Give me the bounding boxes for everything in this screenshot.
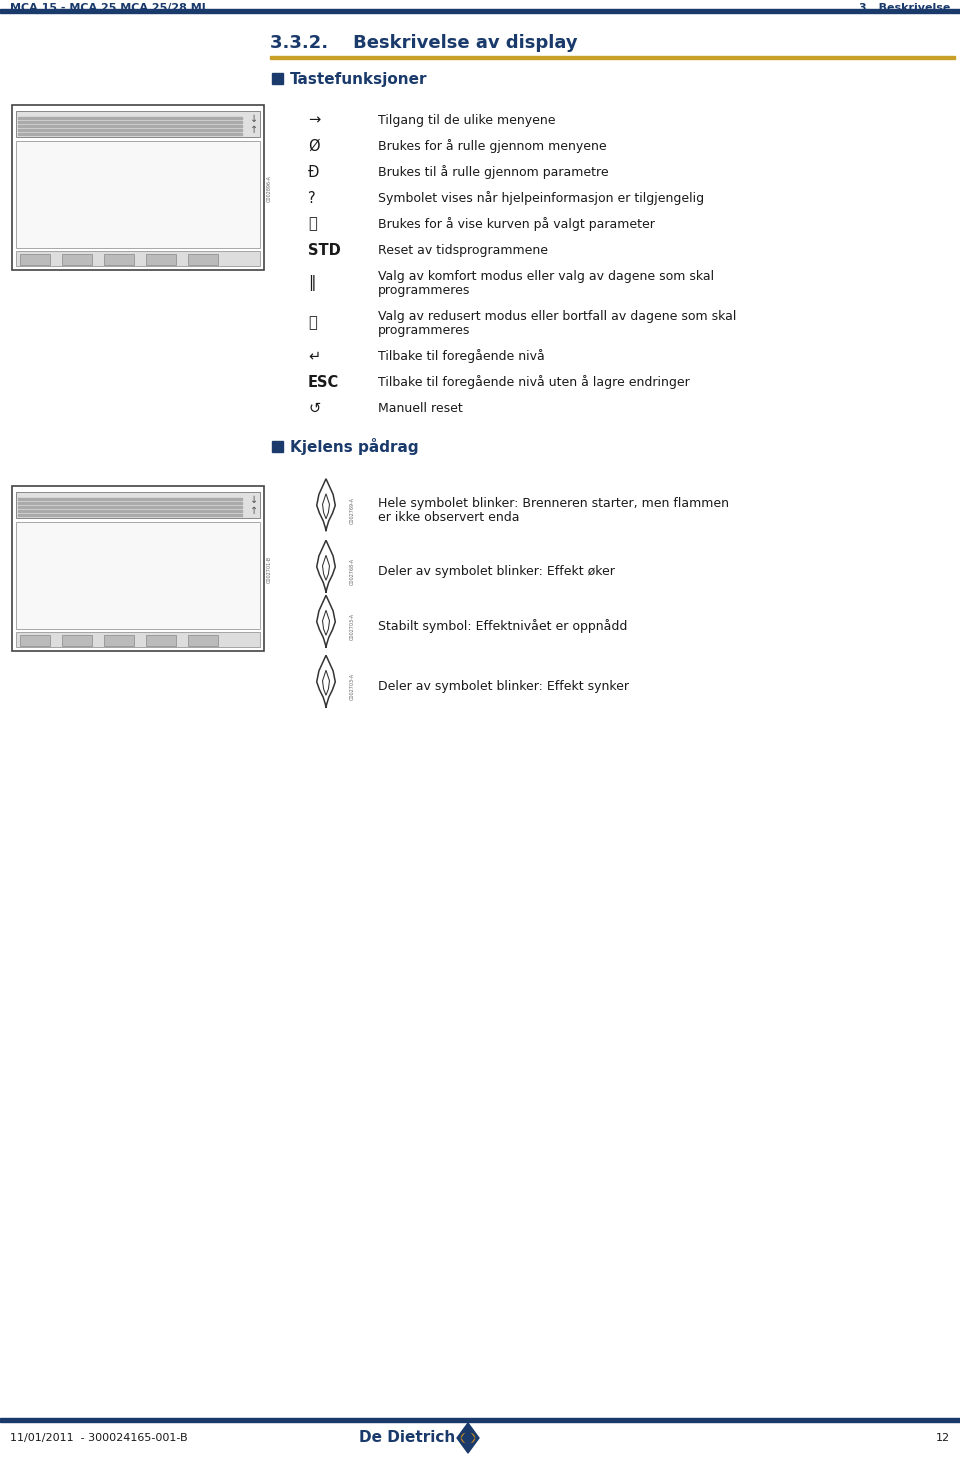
Bar — [18, 125, 242, 127]
Text: Reset av tidsprogrammene: Reset av tidsprogrammene — [378, 243, 548, 257]
Text: Brukes for å vise kurven på valgt parameter: Brukes for å vise kurven på valgt parame… — [378, 217, 655, 230]
Text: Valg av redusert modus eller bortfall av dagene som skal: Valg av redusert modus eller bortfall av… — [378, 309, 736, 322]
Bar — [18, 121, 242, 122]
Bar — [16, 491, 260, 518]
Bar — [62, 636, 92, 646]
Bar — [270, 55, 955, 58]
Text: ↺: ↺ — [308, 401, 321, 416]
Text: ?: ? — [308, 191, 316, 206]
Text: ⦀: ⦀ — [308, 315, 317, 331]
Bar — [104, 636, 134, 646]
Bar — [146, 636, 176, 646]
Text: ↑: ↑ — [250, 125, 258, 136]
Bar — [0, 9, 960, 13]
Text: 11/01/2011  - 300024165-001-B: 11/01/2011 - 300024165-001-B — [10, 1433, 187, 1443]
Text: C002768-A: C002768-A — [350, 558, 355, 585]
Bar — [16, 631, 260, 647]
Text: er ikke observert enda: er ikke observert enda — [378, 510, 519, 523]
Text: C002701-B: C002701-B — [267, 555, 272, 583]
Bar — [18, 510, 242, 512]
Text: ESC: ESC — [308, 375, 339, 389]
Text: Deler av symbolet blinker: Effekt synker: Deler av symbolet blinker: Effekt synker — [378, 679, 629, 693]
Bar — [18, 515, 242, 516]
Text: C002703-A: C002703-A — [350, 674, 355, 700]
Bar — [272, 440, 283, 452]
Text: C002896-A: C002896-A — [267, 175, 272, 201]
Text: ↓: ↓ — [250, 496, 258, 504]
Text: Symbolet vises når hjelpeinformasjon er tilgjengelig: Symbolet vises når hjelpeinformasjon er … — [378, 191, 704, 206]
Bar — [104, 254, 134, 265]
Bar — [18, 133, 242, 136]
Text: Brukes for å rulle gjennom menyene: Brukes for å rulle gjennom menyene — [378, 139, 607, 153]
Text: Tilbake til foregående nivå uten å lagre endringer: Tilbake til foregående nivå uten å lagre… — [378, 375, 689, 389]
Text: Tastefunksjoner: Tastefunksjoner — [290, 71, 427, 86]
Bar — [188, 636, 218, 646]
Bar — [12, 486, 264, 652]
Text: ‖: ‖ — [308, 276, 316, 292]
Text: ⩮: ⩮ — [308, 216, 317, 232]
Text: C002769-A: C002769-A — [350, 497, 355, 523]
Text: Tilbake til foregående nivå: Tilbake til foregående nivå — [378, 348, 544, 363]
Text: Deler av symbolet blinker: Effekt øker: Deler av symbolet blinker: Effekt øker — [378, 566, 614, 577]
Ellipse shape — [462, 1433, 474, 1443]
Text: Ø: Ø — [308, 139, 320, 153]
Text: ↓: ↓ — [250, 114, 258, 124]
Bar — [18, 499, 242, 500]
Text: Hele symbolet blinker: Brenneren starter, men flammen: Hele symbolet blinker: Brenneren starter… — [378, 497, 729, 509]
Text: Valg av komfort modus eller valg av dagene som skal: Valg av komfort modus eller valg av dage… — [378, 270, 714, 283]
Text: De Dietrich: De Dietrich — [359, 1430, 455, 1445]
Text: Stabilt symbol: Effektnivået er oppnådd: Stabilt symbol: Effektnivået er oppnådd — [378, 620, 628, 633]
Text: ↑: ↑ — [250, 506, 258, 516]
Text: Ð: Ð — [308, 165, 320, 179]
Bar — [20, 636, 50, 646]
Bar — [20, 254, 50, 265]
Text: Tilgang til de ulike menyene: Tilgang til de ulike menyene — [378, 114, 556, 127]
Bar — [18, 506, 242, 507]
Bar — [16, 111, 260, 137]
Polygon shape — [457, 1423, 479, 1454]
Text: Kjelens pådrag: Kjelens pådrag — [290, 437, 419, 455]
Polygon shape — [462, 1430, 474, 1446]
Text: 3.  Beskrivelse: 3. Beskrivelse — [858, 3, 950, 13]
Text: programmeres: programmeres — [378, 283, 470, 296]
Bar — [0, 1419, 960, 1422]
Text: 12: 12 — [936, 1433, 950, 1443]
Text: C002703-A: C002703-A — [350, 612, 355, 640]
Bar — [188, 254, 218, 265]
Bar — [16, 522, 260, 628]
Bar — [272, 73, 283, 85]
Bar — [18, 128, 242, 131]
Text: STD: STD — [308, 242, 341, 258]
Bar — [16, 251, 260, 265]
Bar — [146, 254, 176, 265]
Bar — [18, 502, 242, 504]
Text: Brukes til å rulle gjennom parametre: Brukes til å rulle gjennom parametre — [378, 165, 609, 179]
Bar — [16, 141, 260, 248]
Text: →: → — [308, 112, 321, 127]
Bar — [62, 254, 92, 265]
Text: ↵: ↵ — [308, 348, 321, 363]
Bar — [18, 117, 242, 120]
Text: 3.3.2.    Beskrivelse av display: 3.3.2. Beskrivelse av display — [270, 34, 578, 52]
Text: programmeres: programmeres — [378, 324, 470, 337]
Bar — [12, 105, 264, 270]
Text: Manuell reset: Manuell reset — [378, 401, 463, 414]
Text: MCA 15 - MCA 25 MCA 25/28 MI: MCA 15 - MCA 25 MCA 25/28 MI — [10, 3, 205, 13]
